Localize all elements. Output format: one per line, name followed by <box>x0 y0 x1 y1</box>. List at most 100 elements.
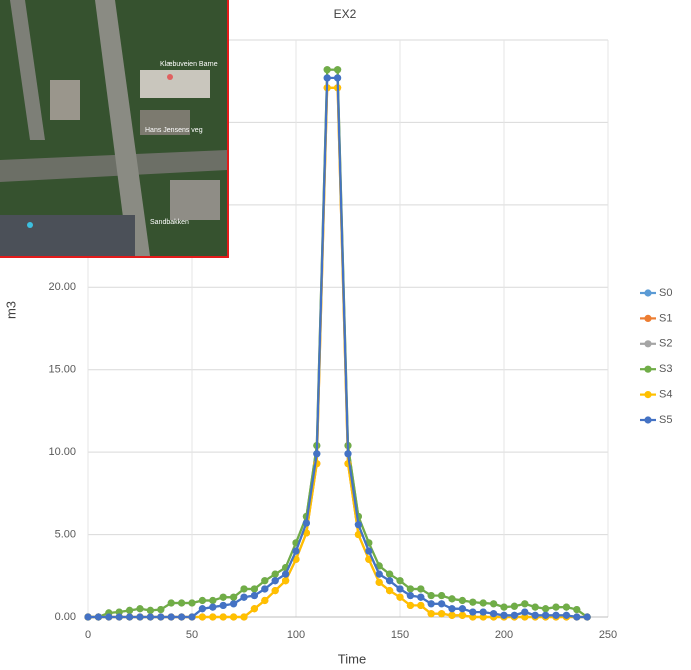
data-point <box>365 547 372 554</box>
data-point <box>324 66 331 73</box>
data-point <box>84 613 91 620</box>
data-point <box>188 613 195 620</box>
map-pin <box>27 222 33 228</box>
data-point <box>417 594 424 601</box>
data-point <box>407 602 414 609</box>
data-point <box>417 585 424 592</box>
data-point <box>282 577 289 584</box>
legend-marker <box>644 289 651 296</box>
data-point <box>95 613 102 620</box>
data-point <box>199 605 206 612</box>
data-point <box>313 450 320 457</box>
x-tick-label: 0 <box>85 629 91 641</box>
data-point <box>376 579 383 586</box>
data-point <box>168 613 175 620</box>
data-point <box>261 597 268 604</box>
data-point <box>448 605 455 612</box>
data-point <box>116 613 123 620</box>
data-point <box>386 577 393 584</box>
data-point <box>272 577 279 584</box>
data-point <box>480 608 487 615</box>
legend-marker <box>644 416 651 423</box>
data-point <box>199 613 206 620</box>
data-point <box>532 604 539 611</box>
data-point <box>209 597 216 604</box>
y-tick-label: 5.00 <box>55 528 76 540</box>
data-point <box>469 599 476 606</box>
data-point <box>136 605 143 612</box>
data-point <box>417 602 424 609</box>
y-tick-label: 10.00 <box>48 446 76 458</box>
data-point <box>521 600 528 607</box>
data-point <box>407 585 414 592</box>
data-point <box>355 521 362 528</box>
data-point <box>573 613 580 620</box>
data-point <box>178 599 185 606</box>
data-point <box>220 594 227 601</box>
data-point <box>261 585 268 592</box>
data-point <box>240 585 247 592</box>
data-point <box>272 587 279 594</box>
map-label: Klæbuveien Barne <box>160 61 218 68</box>
data-point <box>511 612 518 619</box>
data-point <box>428 610 435 617</box>
data-point <box>386 587 393 594</box>
data-point <box>209 604 216 611</box>
legend-label: S4 <box>659 389 672 401</box>
data-point <box>448 595 455 602</box>
data-point <box>334 74 341 81</box>
data-point <box>552 604 559 611</box>
data-point <box>532 612 539 619</box>
legend-marker <box>644 315 651 322</box>
data-point <box>563 612 570 619</box>
data-point <box>584 613 591 620</box>
data-point <box>188 599 195 606</box>
data-point <box>199 597 206 604</box>
data-point <box>542 605 549 612</box>
map-building <box>140 70 210 98</box>
y-axis-label: m3 <box>3 301 18 319</box>
map-building <box>0 215 135 256</box>
data-point <box>407 592 414 599</box>
data-point <box>490 610 497 617</box>
data-point <box>230 613 237 620</box>
legend-marker <box>644 366 651 373</box>
x-tick-label: 50 <box>186 629 198 641</box>
data-point <box>521 608 528 615</box>
data-point <box>136 613 143 620</box>
data-point <box>500 612 507 619</box>
y-tick-label: 15.00 <box>48 364 76 376</box>
data-point <box>459 612 466 619</box>
data-point <box>376 571 383 578</box>
y-tick-label: 20.00 <box>48 281 76 293</box>
data-point <box>147 613 154 620</box>
data-point <box>240 613 247 620</box>
data-point <box>157 606 164 613</box>
data-point <box>469 608 476 615</box>
x-tick-label: 200 <box>495 629 513 641</box>
data-point <box>396 594 403 601</box>
data-point <box>396 577 403 584</box>
data-point <box>272 571 279 578</box>
x-tick-label: 150 <box>391 629 409 641</box>
data-point <box>251 592 258 599</box>
data-point <box>209 613 216 620</box>
map-building <box>170 180 220 220</box>
data-point <box>428 600 435 607</box>
legend-label: S1 <box>659 312 672 324</box>
data-point <box>251 585 258 592</box>
data-point <box>542 612 549 619</box>
map-label: Sandbakken <box>150 219 189 226</box>
data-point <box>126 607 133 614</box>
data-point <box>459 597 466 604</box>
data-point <box>428 592 435 599</box>
data-point <box>230 594 237 601</box>
data-point <box>563 604 570 611</box>
x-axis-label: Time <box>338 651 366 666</box>
data-point <box>230 600 237 607</box>
data-point <box>261 577 268 584</box>
data-point <box>168 599 175 606</box>
legend-label: S0 <box>659 287 672 299</box>
data-point <box>344 450 351 457</box>
map-label: Hans Jensens veg <box>145 127 203 134</box>
